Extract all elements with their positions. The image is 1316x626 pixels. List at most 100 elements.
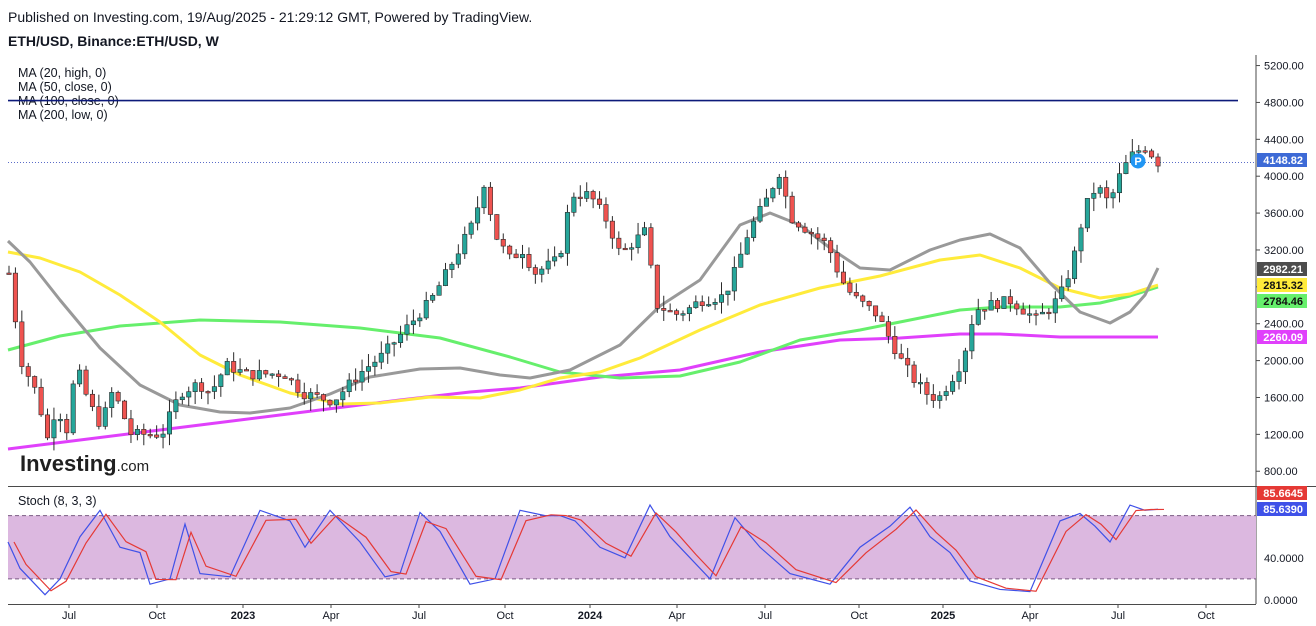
- candle-body: [494, 214, 500, 240]
- candle-body: [1001, 296, 1007, 309]
- candle-body: [770, 188, 776, 199]
- time-tick-label: Jul: [758, 610, 772, 622]
- candle-body: [398, 333, 404, 344]
- candle-body: [988, 300, 994, 311]
- candle-body: [1065, 278, 1071, 288]
- candle-body: [487, 186, 493, 215]
- candle-body: [571, 196, 577, 213]
- ma100-value-badge-bg: [1257, 294, 1307, 308]
- candle-body: [584, 191, 590, 199]
- candle-body: [603, 204, 609, 222]
- candle-body: [423, 300, 429, 319]
- p-marker-label: P: [1134, 156, 1141, 168]
- candle-body: [417, 317, 423, 322]
- candle-body: [199, 382, 205, 392]
- candle-body: [1014, 303, 1020, 310]
- candle-body: [686, 307, 692, 314]
- candle-body: [641, 227, 647, 236]
- candle-body: [179, 396, 185, 401]
- candle-body: [436, 285, 442, 296]
- candle-body: [481, 186, 487, 209]
- candle-body: [552, 256, 558, 262]
- candle-body: [609, 220, 615, 239]
- candle-body: [564, 212, 570, 254]
- candle-body: [590, 191, 596, 200]
- candle-body: [244, 369, 250, 372]
- candle-body: [468, 222, 474, 235]
- price-tick-label: 4000.00: [1264, 171, 1304, 183]
- price-tick-label: 2000.00: [1264, 356, 1304, 368]
- candle-body: [706, 304, 712, 307]
- candle-body: [186, 391, 192, 398]
- candle-body: [879, 315, 885, 322]
- candle-body: [808, 231, 814, 235]
- candle-body: [1110, 192, 1116, 199]
- candle-body: [404, 324, 410, 335]
- price-tick-label: 1600.00: [1264, 392, 1304, 404]
- ma50-value-badge-bg: [1257, 278, 1307, 292]
- time-tick-label: Oct: [850, 610, 867, 622]
- time-tick-label: 2024: [578, 610, 603, 622]
- candle-body: [122, 400, 128, 420]
- candle-body: [308, 392, 314, 400]
- candle-body: [712, 302, 718, 305]
- candle-body: [885, 321, 891, 337]
- candle-body: [462, 233, 468, 255]
- candle-body: [346, 379, 352, 393]
- candle-body: [680, 313, 686, 316]
- candle-body: [622, 247, 628, 251]
- candle-body: [109, 392, 115, 408]
- candle-body: [166, 411, 172, 435]
- ma50-label: MA (50, close, 0): [18, 80, 112, 94]
- stoch-band: [8, 515, 1256, 579]
- candle-body: [218, 374, 224, 387]
- candle-body: [192, 382, 198, 392]
- investing-logo: Investing.com: [20, 451, 150, 476]
- candle-body: [1123, 162, 1129, 174]
- candle-body: [648, 227, 654, 266]
- time-tick-label: 2023: [231, 610, 255, 622]
- candle-body: [828, 240, 834, 254]
- candle-body: [263, 370, 269, 375]
- candle-body: [796, 222, 802, 228]
- candle-body: [629, 247, 635, 250]
- price-tick-label: 4800.00: [1264, 97, 1304, 109]
- candle-body: [635, 234, 641, 249]
- price-tick-label: 5200.00: [1264, 61, 1304, 73]
- candle-body: [699, 301, 705, 307]
- candle-body: [905, 357, 911, 366]
- candle-body: [815, 233, 821, 239]
- candle-body: [1020, 308, 1026, 315]
- ma50-value-badge: 2815.32: [1263, 280, 1303, 292]
- candle-body: [982, 309, 988, 312]
- candle-body: [449, 263, 455, 270]
- candle-body: [430, 294, 436, 301]
- candle-body: [898, 353, 904, 359]
- ma50-line: [7, 250, 1159, 406]
- candle-body: [1039, 311, 1045, 315]
- candle-body: [545, 260, 551, 270]
- candle-body: [789, 195, 795, 224]
- candle-body: [667, 310, 673, 313]
- time-tick-label: Oct: [1197, 610, 1214, 622]
- stoch-tick-label: 40.0000: [1264, 553, 1304, 565]
- candle-body: [64, 419, 70, 434]
- candle-body: [757, 206, 763, 222]
- candle-body: [365, 366, 371, 372]
- price-tick-label: 2400.00: [1264, 319, 1304, 331]
- candle-body: [128, 418, 134, 435]
- candle-body: [6, 272, 12, 275]
- candle-body: [57, 419, 63, 422]
- candle-body: [237, 369, 243, 373]
- time-tick-label: 2025: [931, 610, 955, 622]
- candle-body: [32, 376, 38, 388]
- candle-body: [513, 253, 519, 259]
- candle-body: [45, 414, 51, 439]
- candle-body: [1046, 311, 1052, 315]
- candle-body: [269, 373, 275, 376]
- candle-body: [372, 361, 378, 367]
- candle-body: [333, 399, 339, 406]
- candle-body: [853, 291, 859, 297]
- time-tick-label: Oct: [496, 610, 513, 622]
